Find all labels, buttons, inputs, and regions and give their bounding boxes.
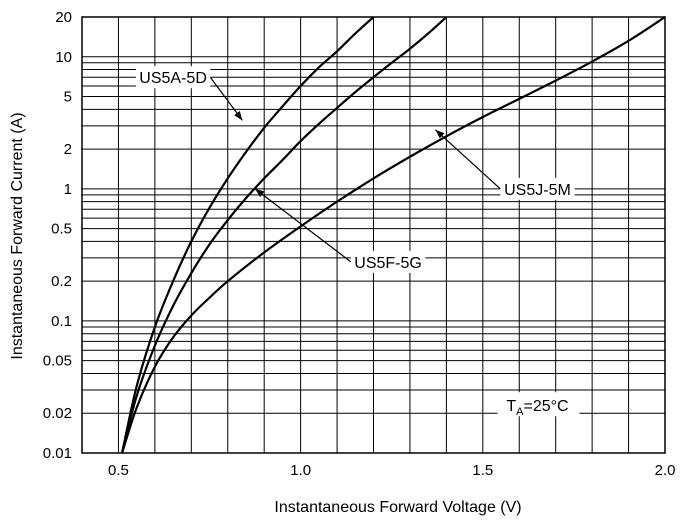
- arrowhead: [255, 188, 265, 198]
- series-label-text: US5A-5D: [139, 70, 207, 87]
- series-labels: US5A-5D US5F-5G US5J-5M TA=25°C: [135, 66, 580, 418]
- y-tick-label: 0.1: [51, 313, 72, 330]
- y-tick-label: 1: [64, 181, 72, 198]
- y-tick-label: 5: [64, 89, 72, 106]
- series-label-us5j-5m: US5J-5M: [435, 129, 575, 200]
- y-tick-label: 0.5: [51, 221, 72, 238]
- y-tick-label: 0.05: [43, 353, 72, 370]
- x-axis-title: Instantaneous Forward Voltage (V): [274, 499, 521, 516]
- leader-line: [254, 188, 352, 263]
- y-tick-label: 0.2: [51, 273, 72, 290]
- tick-labels: 0.01 0.02 0.05 0.1 0.2 0.5 1 2 5 10 20 0.5 1.0 1.5 2.0: [43, 9, 676, 479]
- label-background: [500, 177, 575, 200]
- series-label-text: US5J-5M: [504, 182, 571, 199]
- label-background: [135, 66, 211, 89]
- y-tick-label: 0.01: [43, 445, 72, 462]
- y-tick-label: 2: [64, 141, 72, 158]
- y-tick-label: 0.02: [43, 405, 72, 422]
- arrowhead: [435, 129, 445, 139]
- y-tick-label: 20: [55, 9, 72, 26]
- series-curves: [121, 16, 666, 454]
- x-tick-label: 2.0: [655, 462, 676, 479]
- x-tick-label: 1.5: [472, 462, 493, 479]
- series-label-us5a-5d: US5A-5D: [135, 66, 243, 121]
- note-background: [497, 392, 580, 417]
- series-line-us5a-5d: [121, 16, 375, 454]
- series-line-us5j-5m: [121, 16, 666, 454]
- y-tick-label: 10: [55, 49, 72, 66]
- leader-line: [435, 129, 501, 190]
- x-tick-label: 1.0: [290, 462, 311, 479]
- x-tick-label: 0.5: [108, 462, 129, 479]
- temperature-note: TA=25°C: [497, 392, 580, 418]
- series-label-us5f-5g: US5F-5G: [254, 188, 426, 273]
- y-axis-title: Instantaneous Forward Current (A): [9, 112, 26, 359]
- arrowhead: [234, 111, 243, 121]
- label-background: [350, 250, 426, 273]
- series-label-text: US5F-5G: [354, 255, 422, 272]
- series-line-us5f-5g: [121, 16, 448, 454]
- temperature-note-text: TA=25°C: [506, 398, 568, 418]
